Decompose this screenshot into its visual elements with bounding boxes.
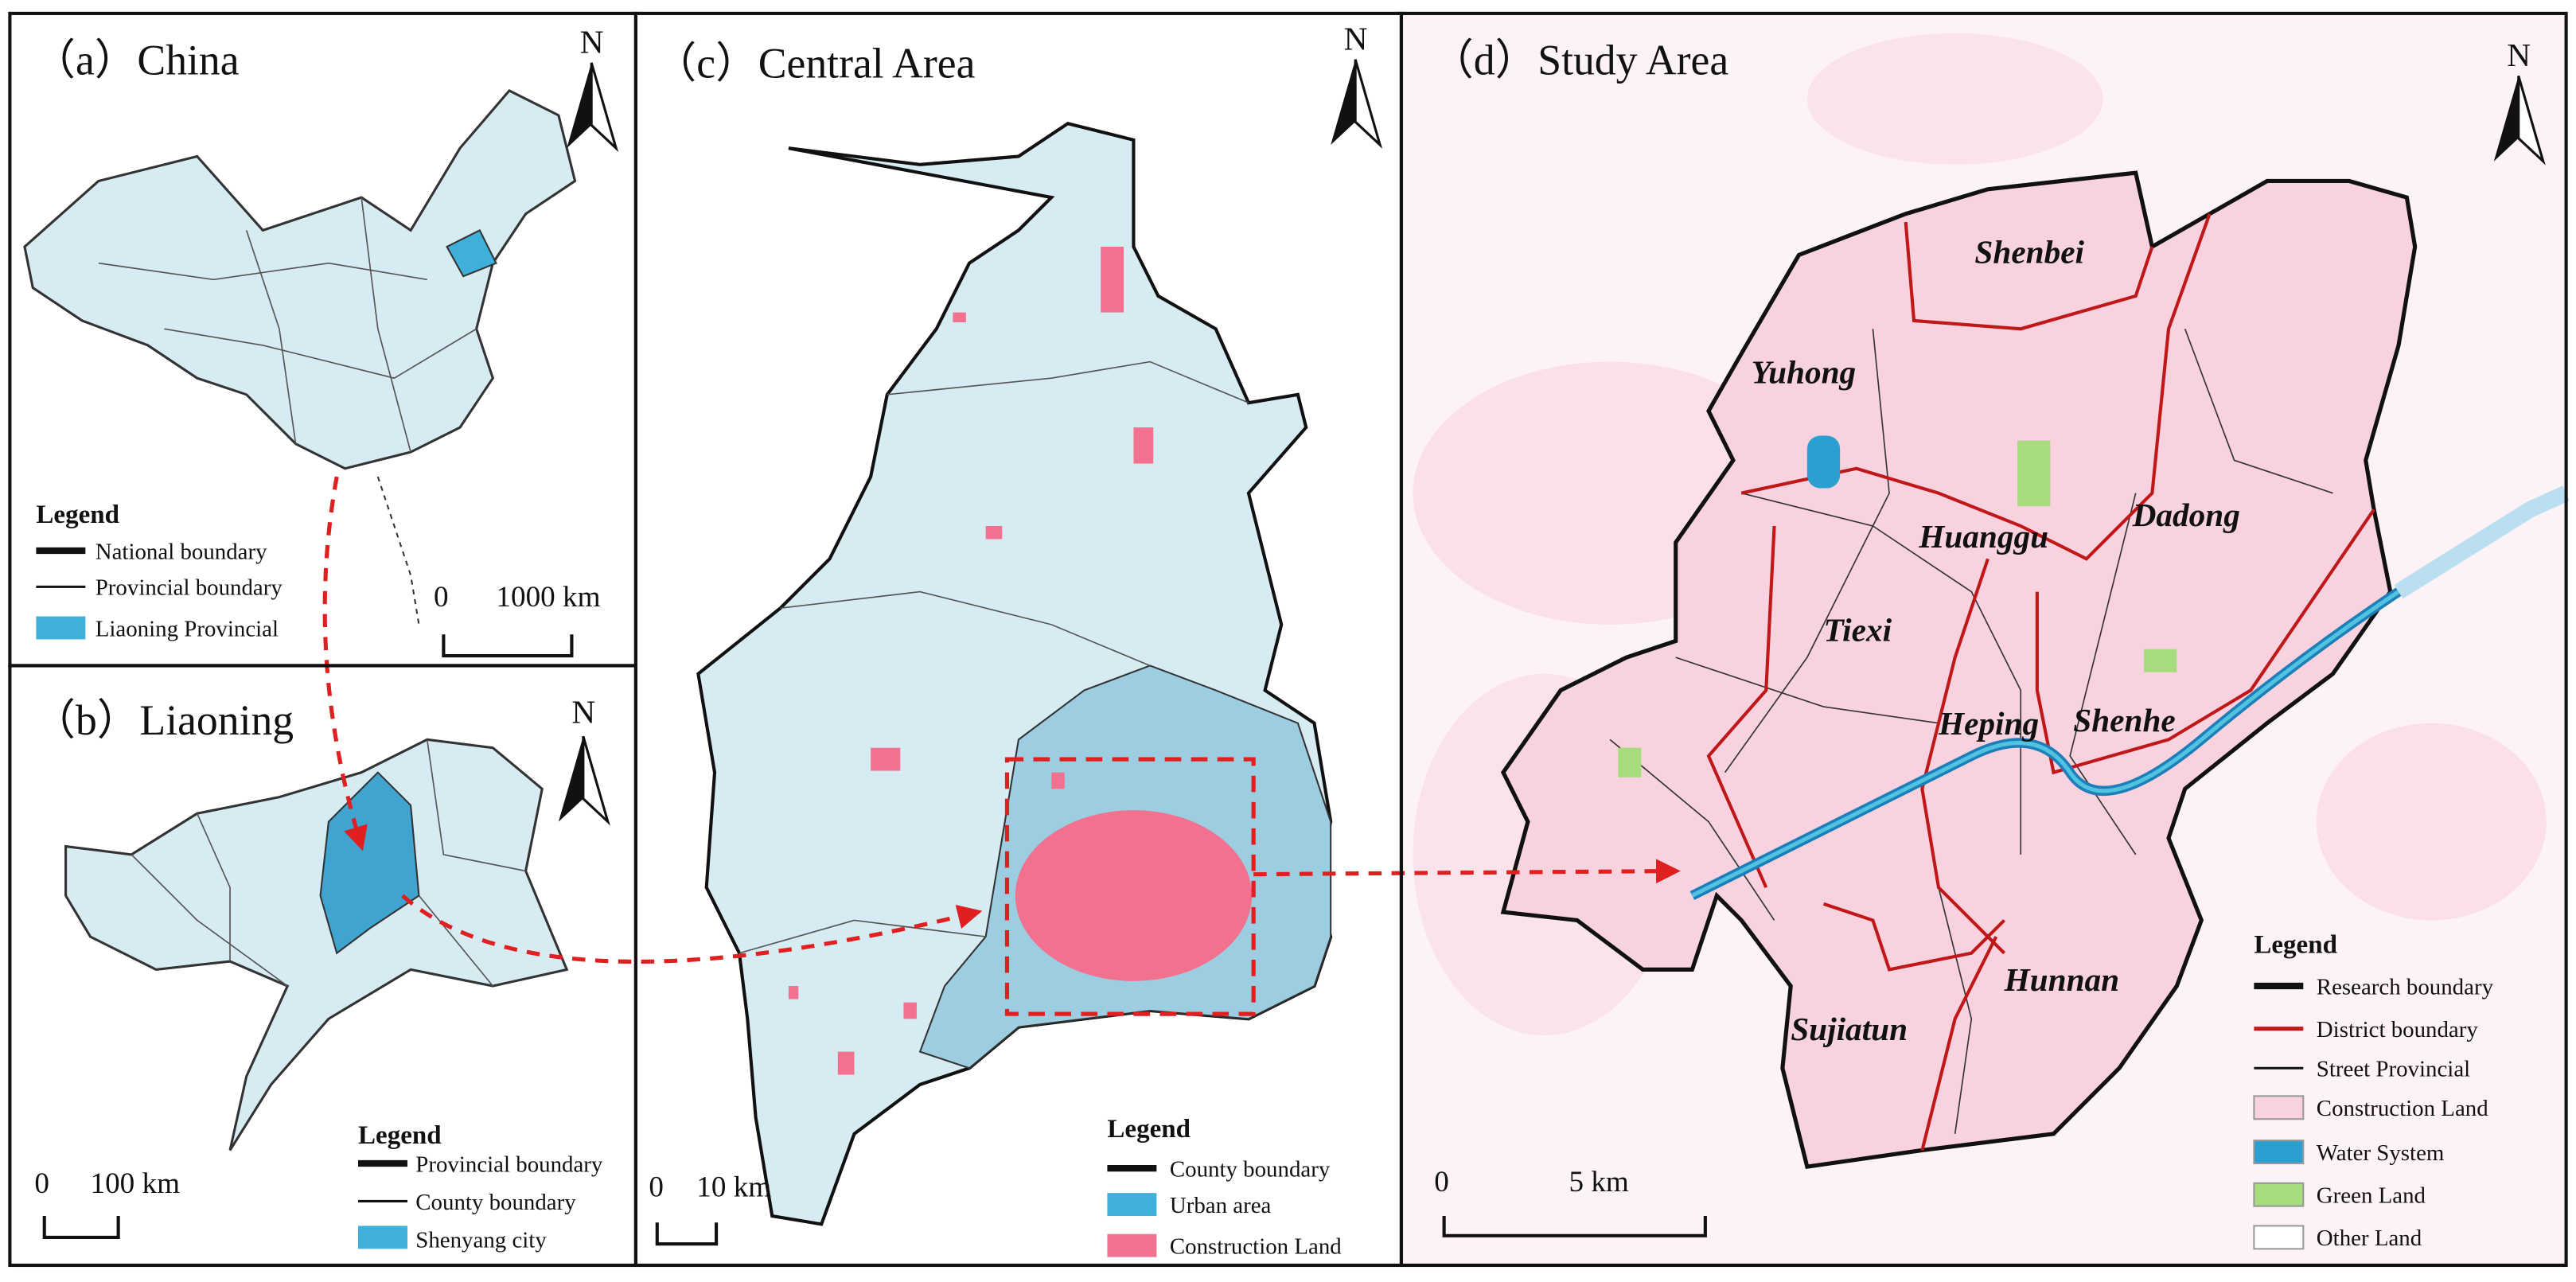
district-label: Hunnan <box>2004 961 2120 998</box>
legend-item: Water System <box>2317 1140 2445 1166</box>
north-label: N <box>1344 20 1368 57</box>
scale-label: 0 <box>34 1167 49 1200</box>
north-label: N <box>2507 37 2531 73</box>
legend-item: Street Provincial <box>2317 1057 2470 1082</box>
legend-item: Provincial boundary <box>95 575 283 601</box>
legend-title: Legend <box>36 501 119 529</box>
legend-swatch <box>2253 1225 2305 1250</box>
district-label: Huanggu <box>1918 518 2048 555</box>
legend-item: Construction Land <box>2317 1096 2488 1121</box>
panel-title: （b）Liaoning <box>33 696 294 744</box>
scale-bar <box>655 1222 719 1246</box>
legend-swatch <box>36 616 86 640</box>
legend-title: Legend <box>2254 931 2337 960</box>
scale-label: 5 km <box>1569 1166 1629 1198</box>
legend-title: Legend <box>358 1121 442 1150</box>
legend-item: District boundary <box>2317 1017 2479 1042</box>
legend-item: Provincial boundary <box>415 1151 603 1177</box>
legend-item: Construction Land <box>1170 1234 1342 1260</box>
district-label: Tiexi <box>1823 612 1892 649</box>
legend-item: National boundary <box>95 539 267 564</box>
legend-item: County boundary <box>415 1190 576 1215</box>
legend-item: Research boundary <box>2317 974 2494 999</box>
link-arrow <box>401 894 983 964</box>
scale-label: 10 km <box>696 1171 771 1203</box>
scale-bar <box>42 1216 120 1239</box>
china-map <box>23 88 577 625</box>
scale-bar <box>1442 1216 1707 1237</box>
legend-item: Liaoning Provincial <box>95 616 279 641</box>
panel-title: （d）Study Area <box>1431 36 1728 84</box>
panel-title: （a）China <box>33 36 239 84</box>
legend-item: Shenyang city <box>415 1227 547 1253</box>
legend-swatch <box>358 1225 407 1249</box>
legend-title: Legend <box>1107 1115 1191 1144</box>
district-label: Sujiatun <box>1791 1011 1908 1047</box>
north-label: N <box>580 23 604 60</box>
liaoning-map <box>64 738 569 1151</box>
legend-item: Urban area <box>1170 1193 1272 1218</box>
scale-label: 0 <box>649 1171 664 1203</box>
scale-label: 1000 km <box>496 581 600 614</box>
link-arrow <box>1253 859 1681 884</box>
north-label: N <box>571 694 595 731</box>
scale-label: 0 <box>434 581 449 614</box>
district-label: Yuhong <box>1752 353 1857 390</box>
legend-swatch <box>2253 1182 2305 1207</box>
scale-label: 0 <box>1434 1166 1449 1198</box>
scale-bar <box>442 634 574 658</box>
central-area-map <box>696 121 1333 1226</box>
legend-swatch <box>2253 1140 2305 1165</box>
district-label: Dadong <box>2132 497 2240 533</box>
district-label: Heping <box>1938 705 2039 742</box>
legend-swatch <box>2253 1095 2305 1120</box>
link-arrow <box>322 476 368 851</box>
district-label: Shenbei <box>1974 234 2084 271</box>
scale-label: 100 km <box>91 1167 181 1200</box>
panel-frame <box>1399 11 2568 1268</box>
legend-item: County boundary <box>1170 1156 1331 1182</box>
panel-title: （c）Central Area <box>654 39 976 87</box>
legend-swatch <box>1107 1233 1157 1257</box>
study-area-map <box>1401 13 2570 1265</box>
legend-item: Other Land <box>2317 1225 2422 1251</box>
legend-swatch <box>1107 1193 1157 1217</box>
legend-item: Green Land <box>2317 1183 2426 1209</box>
district-label: Shenhe <box>2073 702 2175 738</box>
